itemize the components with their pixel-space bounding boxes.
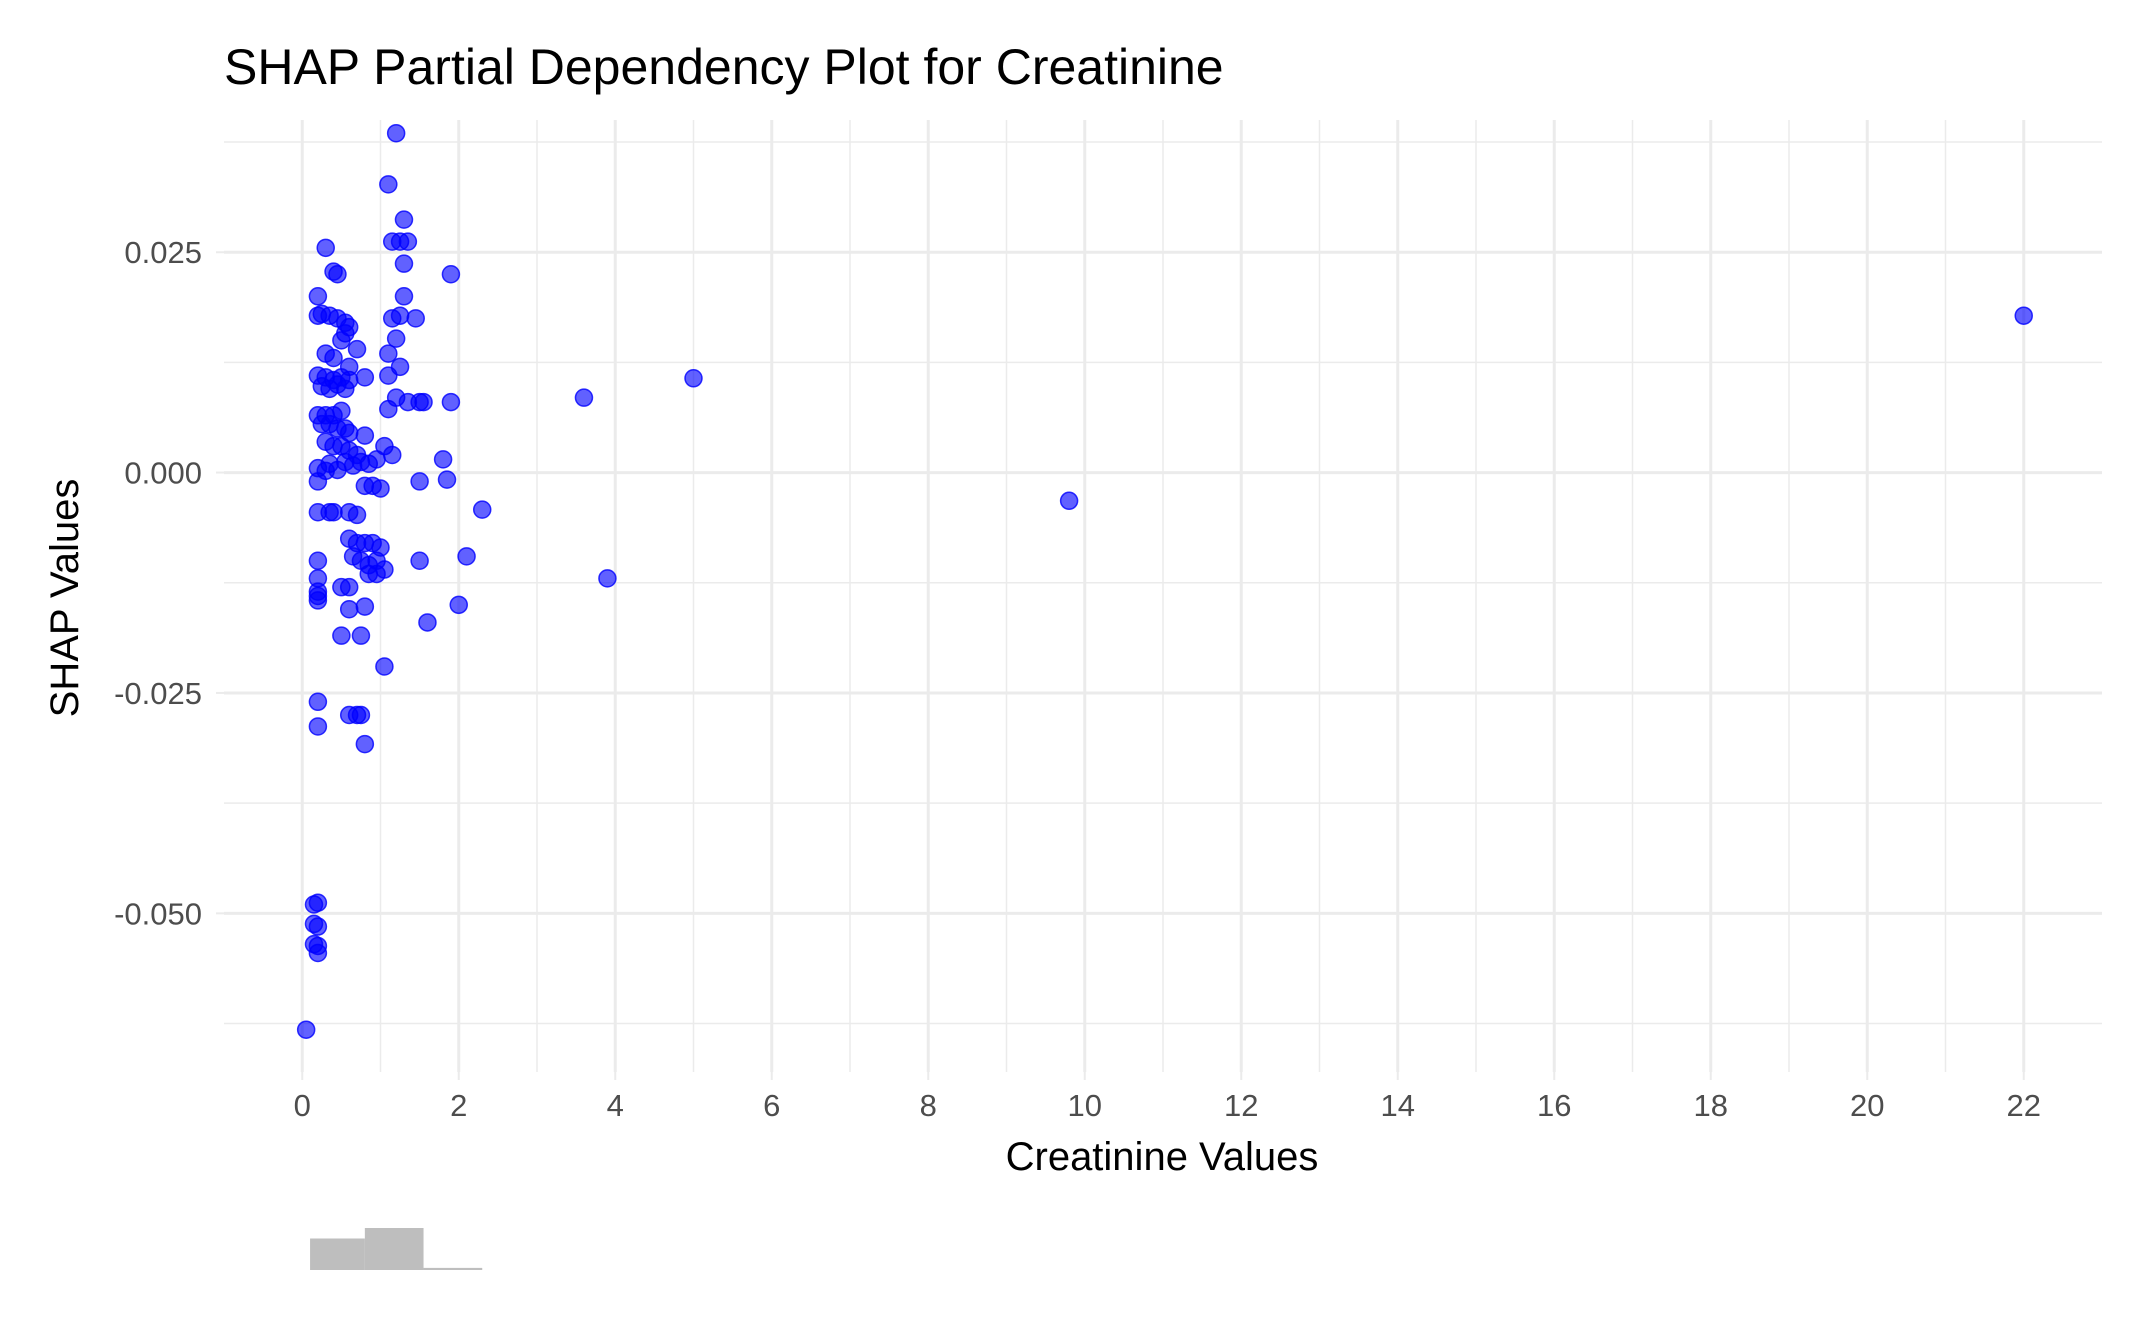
data-point <box>308 717 328 736</box>
data-point <box>406 309 425 328</box>
data-point <box>296 1020 316 1039</box>
data-point <box>398 232 418 251</box>
data-point <box>367 450 386 469</box>
data-point <box>324 348 343 368</box>
data-point <box>1059 491 1079 511</box>
data-point <box>308 692 328 712</box>
data-point <box>343 456 363 475</box>
data-point <box>324 503 343 522</box>
data-point <box>308 287 328 306</box>
x-tick-label: 14 <box>1381 1088 1415 1123</box>
histogram-bar <box>364 1228 424 1270</box>
y-tick-label: -0.050 <box>114 896 202 931</box>
x-tick-label: 18 <box>1694 1088 1728 1123</box>
x-tick-label: 4 <box>607 1088 624 1123</box>
chart-title: SHAP Partial Dependency Plot for Creatin… <box>224 39 1224 95</box>
data-point <box>449 595 468 615</box>
data-point <box>351 626 371 645</box>
x-tick-label: 6 <box>763 1088 780 1123</box>
data-point <box>472 500 492 519</box>
data-point <box>410 472 429 491</box>
data-point <box>386 123 406 143</box>
data-point <box>308 917 328 936</box>
y-tick-label: 0.000 <box>124 456 202 491</box>
data-point <box>382 445 402 465</box>
data-point <box>308 893 328 913</box>
data-point <box>418 613 437 632</box>
scatter-points <box>296 123 2033 1039</box>
data-point <box>379 366 398 385</box>
histogram-bar <box>310 1238 365 1270</box>
data-point <box>379 399 398 419</box>
y-axis-title: SHAP Values <box>43 479 87 718</box>
data-point <box>414 392 433 412</box>
x-tick-label: 0 <box>294 1088 311 1123</box>
y-tick-label: -0.025 <box>114 676 202 711</box>
data-point <box>308 943 328 963</box>
x-axis-title: Creatinine Values <box>1006 1135 1319 1179</box>
data-point <box>355 368 375 387</box>
data-point <box>457 547 476 566</box>
data-point <box>336 379 355 399</box>
data-point <box>390 306 410 325</box>
data-point <box>433 450 453 469</box>
axis-ticks: 0 2 4 6 8 10 12 14 16 18 20 22 -0.050 -0.025 0.000 0.02… <box>114 235 2041 1123</box>
data-point <box>347 505 367 525</box>
x-tick-label: 16 <box>1537 1088 1571 1123</box>
data-point <box>355 597 375 616</box>
y-tick-label: 0.025 <box>124 235 202 270</box>
x-tick-label: 2 <box>450 1088 467 1123</box>
data-point <box>339 599 359 619</box>
data-point <box>308 472 328 491</box>
marginal-histogram <box>310 1228 483 1270</box>
data-point <box>347 339 367 359</box>
data-point <box>386 329 406 348</box>
data-point <box>351 705 371 725</box>
data-point <box>441 265 461 284</box>
data-point <box>394 254 414 273</box>
data-point <box>355 426 375 445</box>
data-point <box>308 591 328 610</box>
data-point <box>332 401 351 421</box>
data-point <box>308 551 328 570</box>
data-point <box>437 470 457 489</box>
x-tick-label: 22 <box>2007 1088 2041 1123</box>
grid-lines <box>224 120 2102 1072</box>
data-point <box>394 287 414 306</box>
data-point <box>371 479 390 498</box>
data-point <box>379 175 398 194</box>
x-tick-label: 8 <box>920 1088 937 1123</box>
data-point <box>316 238 335 258</box>
x-tick-label: 12 <box>1224 1088 1258 1123</box>
x-tick-label: 10 <box>1068 1088 1102 1123</box>
data-point <box>2014 306 2033 325</box>
data-point <box>367 564 386 584</box>
data-point <box>339 577 359 597</box>
data-point <box>684 369 703 388</box>
data-point <box>328 460 347 480</box>
data-point <box>598 569 617 588</box>
data-point <box>441 392 461 412</box>
data-point <box>355 734 375 754</box>
data-point <box>375 657 394 676</box>
data-point <box>328 265 347 284</box>
histogram-bar <box>423 1267 483 1270</box>
data-point <box>332 331 351 350</box>
data-point <box>379 344 398 363</box>
data-point <box>332 626 351 645</box>
x-tick-label: 20 <box>1850 1088 1884 1123</box>
data-point <box>574 388 594 407</box>
data-point <box>394 210 414 229</box>
data-point <box>410 551 429 570</box>
